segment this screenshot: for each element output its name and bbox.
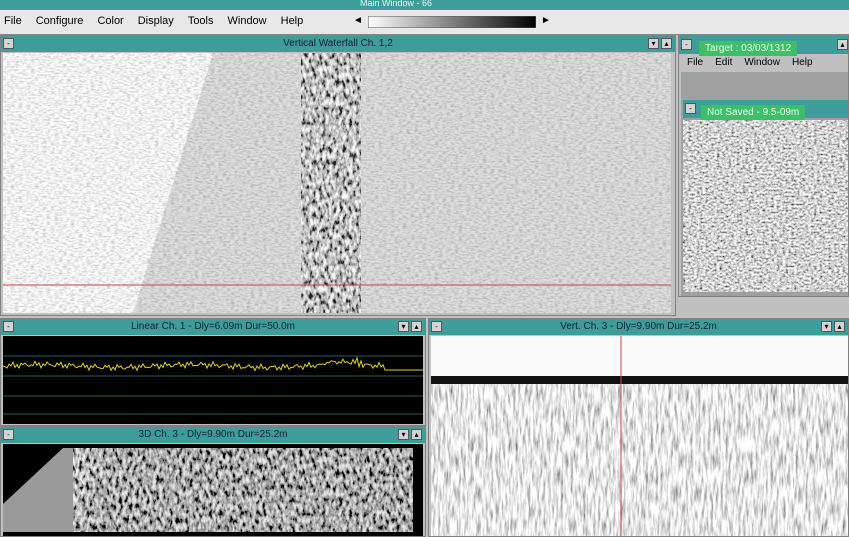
minimize-button[interactable]: ▾	[648, 38, 659, 49]
title-bar: Vertical Waterfall Ch. 1,2 - ▾ ▴	[1, 36, 675, 52]
menu-item[interactable]: Window	[228, 15, 267, 27]
window-title: Vert. Ch. 3 - Dly=9.90m Dur=25.2m	[560, 321, 717, 332]
close-button[interactable]: -	[681, 39, 692, 50]
target-window: - Target : 03/03/1312 ▴ File Edit Window He…	[678, 35, 849, 297]
seafloor	[431, 376, 848, 384]
palette-right[interactable]: ►	[541, 15, 551, 26]
target-texture	[683, 120, 849, 292]
plot-bg	[3, 336, 423, 424]
menu-item[interactable]: File	[687, 57, 703, 68]
app-title-bar: Main Window - 66	[0, 0, 849, 10]
shade	[133, 53, 671, 313]
app-screen: Main Window - 66 File Configure Color Displ…	[0, 0, 849, 537]
close-button[interactable]: -	[3, 429, 14, 440]
menu-item[interactable]: Help	[281, 15, 304, 27]
title-bar: - Target : 03/03/1312 ▴	[679, 36, 849, 54]
nadir-band	[301, 53, 361, 313]
threed-view	[3, 444, 423, 536]
linear-window: Linear Ch. 1 - Dly=6.09m Dur=50.0m - ▾ ▴	[0, 318, 426, 426]
menu: File Configure Color Display Tools Window Help	[4, 15, 303, 27]
palette-left[interactable]: ◄	[353, 15, 363, 26]
close-button[interactable]: -	[3, 321, 14, 332]
waterfall-window: Vertical Waterfall Ch. 1,2 - ▾ ▴	[0, 35, 676, 316]
menu-item[interactable]: Tools	[188, 15, 214, 27]
window-title: 3D Ch. 3 - Dly=9.90m Dur=25.2m	[139, 429, 288, 440]
target-area: - Not Saved - 9.5-09m	[681, 72, 849, 297]
palette-bar	[368, 16, 536, 28]
target-image	[683, 120, 849, 292]
maximize-button[interactable]: ▴	[834, 321, 845, 332]
threed-window: 3D Ch. 3 - Dly=9.90m Dur=25.2m - ▾ ▴	[0, 426, 426, 537]
close-button[interactable]: -	[431, 321, 442, 332]
menu-item[interactable]: Configure	[36, 15, 84, 27]
vert-image	[431, 336, 848, 536]
sub-title-bar: - Not Saved - 9.5-09m	[683, 100, 849, 118]
title-bar: 3D Ch. 3 - Dly=9.90m Dur=25.2m - ▾ ▴	[1, 427, 425, 443]
window-title: Vertical Waterfall Ch. 1,2	[283, 38, 393, 49]
app-title: Main Window - 66	[360, 0, 432, 8]
maximize-button[interactable]: ▴	[411, 321, 422, 332]
linear-plot	[3, 336, 423, 424]
minimize-button[interactable]: ▾	[821, 321, 832, 332]
subbottom	[431, 384, 848, 536]
menu-item[interactable]: Window	[744, 57, 780, 68]
window-title: Target : 03/03/1312	[699, 41, 797, 56]
title-bar: Linear Ch. 1 - Dly=6.09m Dur=50.0m - ▾ ▴	[1, 319, 425, 335]
menu-item[interactable]: Display	[138, 15, 174, 27]
sub-title: Not Saved - 9.5-09m	[701, 105, 805, 120]
close-button[interactable]: -	[3, 38, 14, 49]
palette	[368, 16, 536, 28]
menu-item[interactable]: Edit	[715, 57, 732, 68]
menu-item[interactable]: File	[4, 15, 22, 27]
waterfall-image	[3, 53, 671, 313]
menu-item[interactable]: Color	[97, 15, 123, 27]
close-button[interactable]: -	[685, 103, 696, 114]
minimize-button[interactable]: ▾	[398, 321, 409, 332]
maximize-button[interactable]: ▴	[411, 429, 422, 440]
menu-bar: File Configure Color Display Tools Window Help…	[0, 10, 849, 35]
minimize-button[interactable]: ▾	[398, 429, 409, 440]
scroll-button[interactable]: ▴	[837, 39, 848, 50]
menu-item[interactable]: Help	[792, 57, 813, 68]
window-title: Linear Ch. 1 - Dly=6.09m Dur=50.0m	[131, 321, 295, 332]
title-bar: Vert. Ch. 3 - Dly=9.90m Dur=25.2m - ▾ ▴	[429, 319, 848, 335]
vert-window: Vert. Ch. 3 - Dly=9.90m Dur=25.2m - ▾ ▴	[428, 318, 849, 537]
target-menu: File Edit Window Help	[687, 57, 813, 68]
maximize-button[interactable]: ▴	[661, 38, 672, 49]
